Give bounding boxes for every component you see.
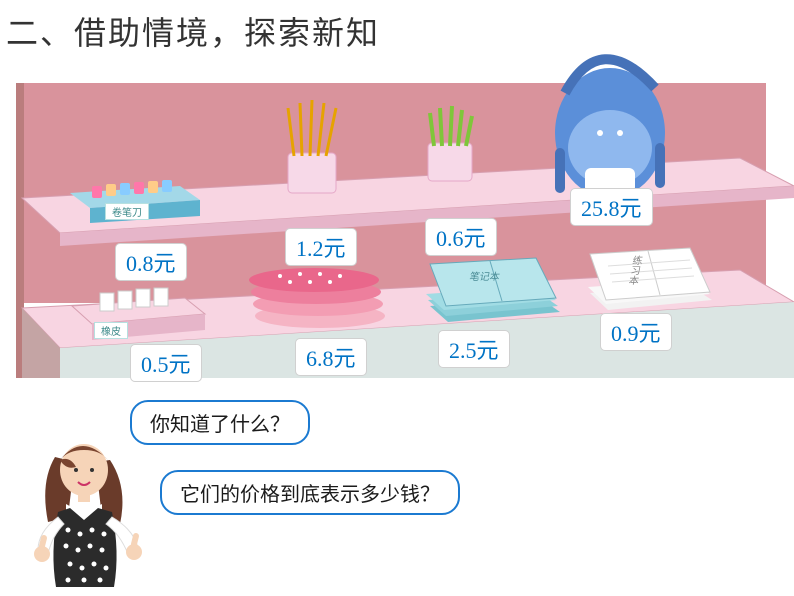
price-notebook-blue: 2.5元 <box>438 330 510 368</box>
price-pencils: 1.2元 <box>285 228 357 266</box>
shelf-scene: 0.8元 1.2元 0.6元 25.8元 0.5元 6.8元 2.5元 0.9元… <box>0 48 794 378</box>
bubble-2: 它们的价格到底表示多少钱？ <box>160 470 460 515</box>
price-eraser: 0.5元 <box>130 344 202 382</box>
label-eraser: 橡皮 <box>94 322 128 339</box>
item-backpack <box>555 59 665 198</box>
price-backpack: 25.8元 <box>570 188 653 226</box>
label-sharpener: 卷笔刀 <box>105 203 149 220</box>
price-notebook-white: 0.9元 <box>600 313 672 351</box>
bubble-1: 你知道了什么？ <box>130 400 310 445</box>
item-pencilcase <box>249 268 385 328</box>
item-notebook-white <box>588 248 712 310</box>
price-crayons: 0.6元 <box>425 218 497 256</box>
price-pencilcase: 6.8元 <box>295 338 367 376</box>
teacher-figure <box>20 422 155 592</box>
label-notebook-blue: 笔记本 <box>468 268 501 283</box>
price-sharpener: 0.8元 <box>115 243 187 281</box>
